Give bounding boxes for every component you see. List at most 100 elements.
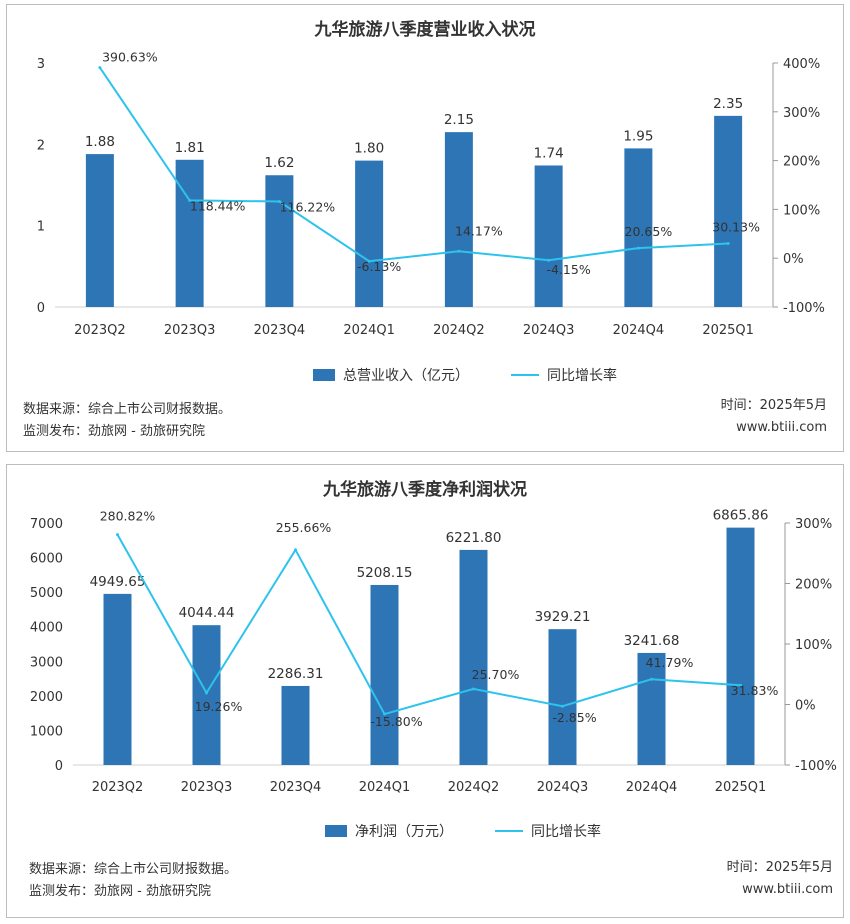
x-tick-label: 2023Q2 [74,323,126,338]
profit-chart: 九华旅游八季度净利润状况 0 1000 2000 3000 4000 5000 6000 700… [30,479,837,795]
x-tick-label: 2024Q4 [613,323,665,338]
y-tick-label: 2 [37,138,45,153]
bar-value-label: 1.88 [85,134,115,150]
revenue-legend: 总营业收入（亿元） 同比增长率 [313,365,617,385]
bar-value-label: 4949.65 [90,574,146,590]
bar-value-label: 1.81 [175,140,205,156]
x-tick-label: 2023Q4 [254,323,306,338]
bar [192,625,221,765]
y2-tick-label: 300% [783,106,820,121]
growth-point [277,199,281,203]
y-tick-label: 1000 [30,724,63,739]
growth-value-label: 116.22% [280,199,336,214]
x-tick-label: 2024Q3 [537,780,589,795]
growth-value-label: 118.44% [190,198,246,213]
bar [714,115,743,307]
profit-footer-right: 时间：2025年5月 www.btiii.com [727,857,833,901]
growth-value-label: -4.15% [547,262,591,277]
revenue-chart: 九华旅游八季度营业收入状况 0 1 2 3 -100% 0% 100% 200% 300% 400%… [37,19,825,338]
bar-value-label: 2.15 [444,112,474,128]
revenue-footer-right: 时间：2025年5月 www.btiii.com [721,395,827,439]
chart-title: 九华旅游八季度净利润状况 [322,479,527,500]
growth-point [383,712,386,716]
growth-point [457,249,461,253]
bar [265,175,294,307]
bar [624,148,653,307]
publisher: 监测发布：劲旅网 - 劲旅研究院 [23,424,205,439]
website: www.btiii.com [736,420,827,435]
legend-line-swatch [511,374,539,376]
profit-legend: 净利润（万元） 同比增长率 [325,821,601,841]
bar-value-label: 3929.21 [535,609,591,625]
growth-point [636,246,640,250]
x-tick-label: 2023Q2 [92,780,144,795]
x-tick-label: 2024Q1 [359,780,411,795]
bar [444,132,473,307]
publish-time: 时间：2025年5月 [726,860,833,875]
bar [637,652,666,765]
y2-tick-label: -100% [795,759,837,774]
bar-value-label: 1.74 [534,145,564,161]
growth-line [99,67,729,263]
y-tick-label: 7000 [30,517,63,532]
growth-point [726,241,730,245]
growth-point [472,687,475,691]
bar-value-label: 3241.68 [624,633,680,649]
data-source: 数据来源：综合上市公司财报数据。 [23,402,232,417]
growth-value-label: 19.26% [195,699,243,714]
y-tick-label: 1 [37,220,45,235]
growth-value-label: 390.63% [102,50,158,65]
x-tick-label: 2023Q4 [270,780,322,795]
x-tick-label: 2025Q1 [715,780,767,795]
growth-value-label: 255.66% [276,520,332,535]
bar [85,154,114,307]
growth-point [739,683,742,687]
growth-value-label: 14.17% [455,223,503,238]
bar [726,527,755,765]
data-source: 数据来源：综合上市公司财报数据。 [29,862,238,877]
bar-value-label: 6221.80 [446,530,502,546]
bar-value-label: 1.62 [264,155,294,171]
bar-value-label: 2.35 [713,96,743,112]
y-tick-label: 2000 [30,690,63,705]
legend-line-swatch [495,830,523,832]
x-tick-label: 2024Q4 [626,780,678,795]
growth-value-label: -15.80% [370,714,422,729]
bar [370,584,399,765]
profit-chart-panel: 九华旅游八季度净利润状况 0 1000 2000 3000 4000 5000 6000 700… [6,464,844,918]
y-tick-label: 0 [37,301,45,316]
bar [459,549,488,765]
growth-point [205,691,208,695]
legend-bar-swatch [313,369,335,381]
growth-point [294,548,297,552]
growth-point [98,66,102,70]
bar [103,593,132,765]
y2-tick-label: 300% [795,517,832,532]
legend-bar-label: 总营业收入（亿元） [343,368,469,384]
legend-line-label: 同比增长率 [531,824,601,840]
y-tick-label: 6000 [30,552,63,567]
y2-tick-label: 400% [783,57,820,72]
y2-tick-label: 0% [783,252,804,267]
y2-tick-label: -100% [783,301,825,316]
y2-tick-label: 0% [795,699,816,714]
growth-value-label: 280.82% [100,509,156,524]
growth-value-label: 30.13% [712,219,760,234]
y-tick-label: 0 [55,759,63,774]
x-tick-label: 2024Q2 [448,780,500,795]
y-tick-label: 4000 [30,621,63,636]
y2-tick-label: 100% [783,203,820,218]
legend-bar-label: 净利润（万元） [355,824,453,840]
growth-point [188,198,192,202]
revenue-chart-panel: 九华旅游八季度营业收入状况 0 1 2 3 -100% 0% 100% 200% 300% 400%… [6,4,844,452]
bar-value-label: 6865.86 [713,508,769,524]
legend-line-label: 同比增长率 [547,368,617,384]
growth-point [561,704,564,708]
growth-line [116,534,741,716]
legend-bar-swatch [325,825,347,837]
revenue-footer-left: 数据来源：综合上市公司财报数据。 监测发布：劲旅网 - 劲旅研究院 [23,399,231,443]
x-tick-label: 2024Q2 [433,323,485,338]
y-tick-label: 3000 [30,655,63,670]
x-tick-label: 2023Q3 [164,323,216,338]
bar-value-label: 1.95 [623,128,653,144]
